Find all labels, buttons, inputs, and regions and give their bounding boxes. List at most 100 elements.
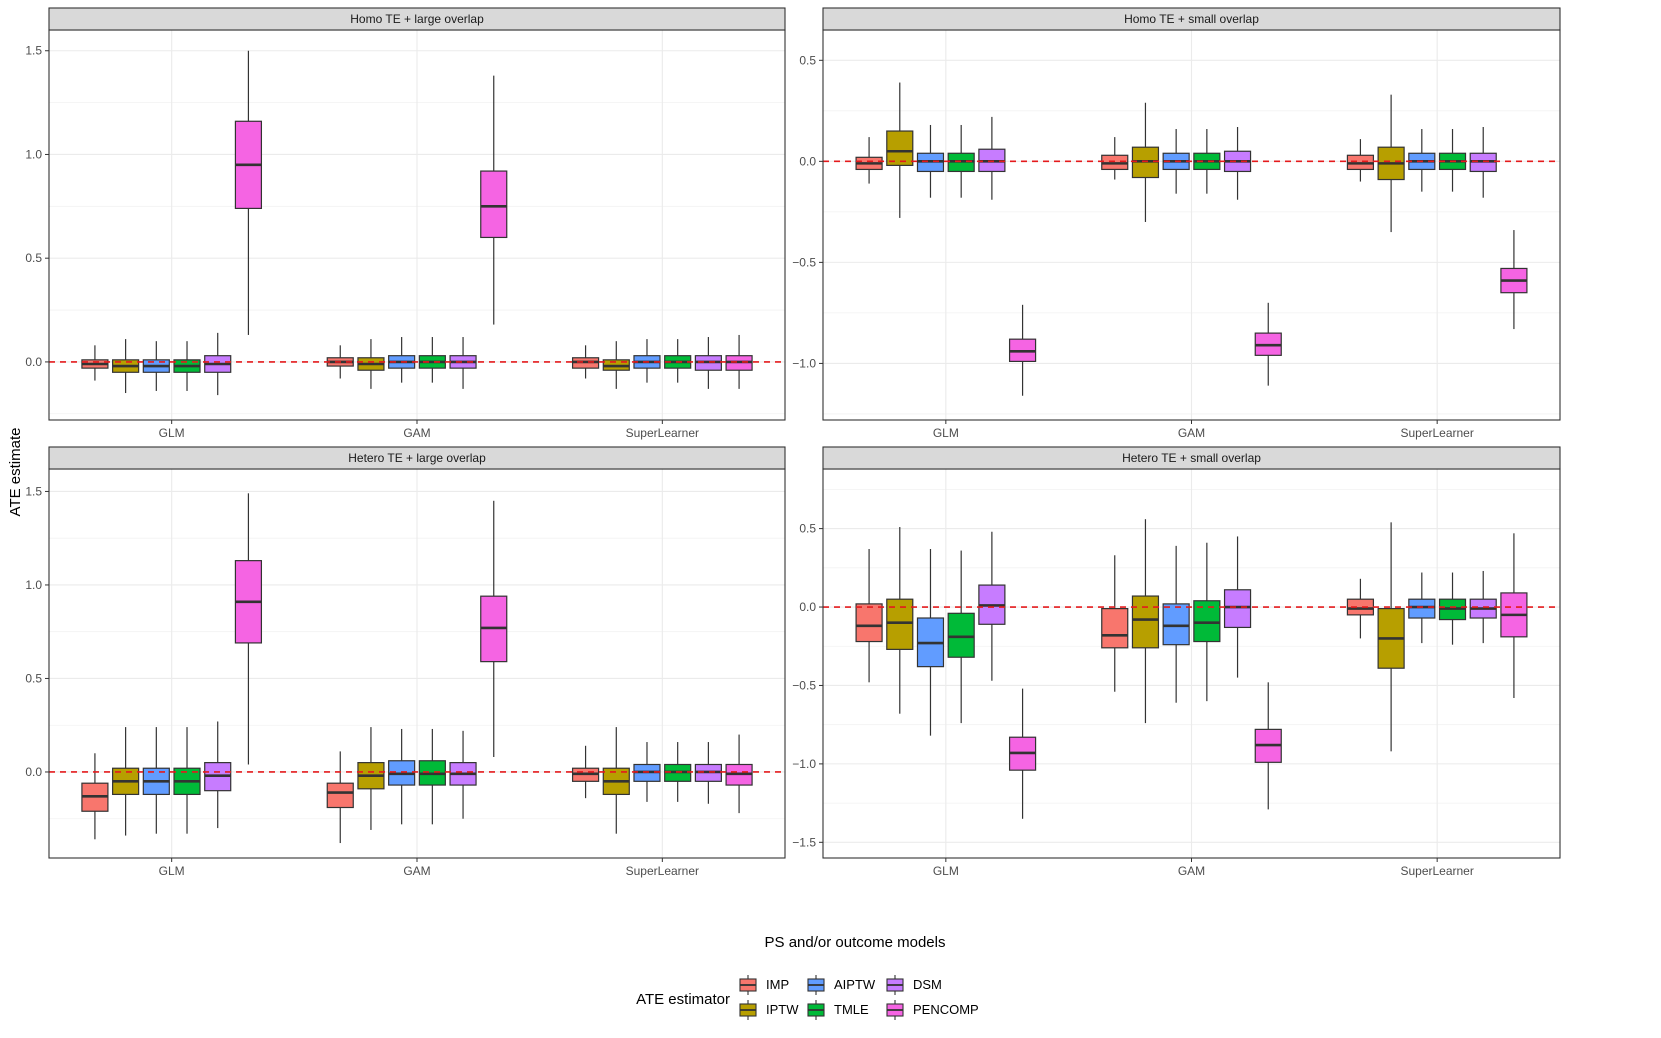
box-gam-aiptw bbox=[388, 728, 416, 825]
box-superlearner-dsm bbox=[1469, 570, 1497, 644]
box-body bbox=[1408, 598, 1436, 619]
box-body bbox=[886, 598, 914, 650]
box-body bbox=[1131, 595, 1160, 649]
strip-background bbox=[822, 7, 1561, 31]
y-tick-label: 1.0 bbox=[25, 578, 42, 592]
box-gam-aiptw bbox=[1162, 545, 1190, 703]
legend: ATE estimator IMP IPTW AIPTW TMLE DSM PENCOMP bbox=[636, 975, 979, 1020]
box-gam-imp bbox=[1101, 137, 1129, 180]
y-tick-label: −0.5 bbox=[792, 678, 816, 692]
panel-hetero-te-small-overlap: −1.5 −1.0 −0.5 0.0 0.5 GLM GAM SuperLearner Hete… bbox=[792, 446, 1561, 878]
box-glm-imp bbox=[81, 345, 109, 381]
box-glm-pencomp bbox=[234, 493, 263, 765]
y-tick-label: 0.0 bbox=[25, 765, 42, 779]
box-glm-aiptw bbox=[916, 124, 945, 198]
box-superlearner-imp bbox=[571, 345, 600, 379]
strip-title: Hetero TE + small overlap bbox=[1122, 451, 1261, 465]
box-gam-tmle bbox=[418, 728, 446, 825]
box-glm-pencomp bbox=[1008, 304, 1037, 396]
box-gam-pencomp bbox=[1254, 682, 1282, 810]
box-gam-iptw bbox=[357, 727, 385, 830]
y-tick-label: 0.0 bbox=[799, 154, 816, 168]
x-tick-label-glm: GLM bbox=[159, 426, 185, 440]
legend-keys: IMP IPTW AIPTW TMLE DSM PENCOMP bbox=[739, 975, 979, 1020]
box-superlearner-pencomp bbox=[725, 734, 753, 814]
box-glm-iptw bbox=[886, 527, 914, 714]
legend-label-imp: IMP bbox=[766, 977, 789, 992]
box-superlearner-iptw bbox=[1377, 522, 1405, 752]
legend-label-tmle: TMLE bbox=[834, 1002, 869, 1017]
y-tick-label: −1.0 bbox=[792, 356, 816, 370]
box-glm-pencomp bbox=[234, 50, 263, 335]
panel-hetero-te-large-overlap: 0.0 0.5 1.0 1.5 GLM GAM SuperLearner Hetero TE … bbox=[25, 446, 786, 878]
y-tick-label: 1.5 bbox=[25, 44, 42, 58]
box-superlearner-pencomp bbox=[1500, 533, 1528, 699]
legend-key-aiptw: AIPTW bbox=[807, 975, 876, 995]
box-body bbox=[1162, 603, 1190, 646]
strip-title: Hetero TE + large overlap bbox=[348, 451, 486, 465]
box-gam-iptw bbox=[1131, 519, 1160, 724]
y-tick-label: 1.5 bbox=[25, 484, 42, 498]
panels-layer: 0.0 0.5 1.0 1.5 GLM GAM SuperLearner Homo TE + … bbox=[25, 7, 1561, 878]
box-glm-tmle bbox=[173, 341, 201, 391]
box-gam-dsm bbox=[449, 730, 477, 819]
box-superlearner-iptw bbox=[1377, 94, 1405, 233]
box-body bbox=[326, 782, 354, 809]
box-glm-imp bbox=[855, 137, 883, 184]
x-axis-title: PS and/or outcome models bbox=[765, 934, 946, 951]
strip-background bbox=[822, 446, 1561, 470]
y-tick-label: −1.5 bbox=[792, 835, 816, 849]
y-tick-label: 0.5 bbox=[25, 251, 42, 265]
box-gam-iptw bbox=[357, 339, 385, 389]
box-body bbox=[855, 603, 883, 643]
x-tick-label-superlearner: SuperLearner bbox=[626, 864, 699, 878]
legend-key-tmle: TMLE bbox=[807, 1000, 869, 1020]
box-superlearner-tmle bbox=[1438, 572, 1467, 645]
x-tick-label-gam: GAM bbox=[403, 864, 430, 878]
box-superlearner-imp bbox=[1346, 578, 1375, 639]
box-glm-pencomp bbox=[1008, 688, 1037, 819]
legend-label-pencomp: PENCOMP bbox=[913, 1002, 979, 1017]
box-gam-pencomp bbox=[1254, 302, 1282, 386]
box-superlearner-pencomp bbox=[725, 334, 753, 389]
box-gam-pencomp bbox=[480, 500, 508, 758]
box-superlearner-imp bbox=[1346, 139, 1375, 182]
box-glm-dsm bbox=[204, 332, 232, 396]
y-tick-label: 0.5 bbox=[25, 671, 42, 685]
box-gam-imp bbox=[1101, 555, 1129, 692]
strip-title: Homo TE + large overlap bbox=[350, 12, 484, 26]
x-tick-label-superlearner: SuperLearner bbox=[626, 426, 699, 440]
box-glm-imp bbox=[855, 548, 883, 683]
y-tick-label: −0.5 bbox=[792, 255, 816, 269]
box-superlearner-pencomp bbox=[1500, 230, 1528, 330]
box-superlearner-aiptw bbox=[633, 742, 661, 802]
box-glm-tmle bbox=[947, 550, 975, 724]
box-glm-aiptw bbox=[916, 548, 945, 736]
legend-key-iptw: IPTW bbox=[739, 1000, 799, 1020]
y-tick-label: 1.0 bbox=[25, 147, 42, 161]
box-glm-iptw bbox=[886, 82, 914, 218]
box-body bbox=[947, 612, 975, 658]
y-tick-label: 0.0 bbox=[25, 355, 42, 369]
box-body bbox=[1101, 608, 1129, 649]
legend-key-pencomp: PENCOMP bbox=[886, 1000, 979, 1020]
box-gam-imp bbox=[326, 751, 354, 844]
legend-key-imp: IMP bbox=[739, 975, 789, 995]
x-tick-label-superlearner: SuperLearner bbox=[1400, 864, 1473, 878]
x-tick-label-gam: GAM bbox=[403, 426, 430, 440]
y-tick-label: 0.5 bbox=[799, 522, 816, 536]
box-glm-iptw bbox=[112, 339, 140, 394]
box-glm-aiptw bbox=[142, 341, 170, 391]
box-glm-dsm bbox=[204, 721, 232, 829]
strip-title: Homo TE + small overlap bbox=[1124, 12, 1259, 26]
legend-title: ATE estimator bbox=[636, 991, 730, 1008]
box-gam-dsm bbox=[1223, 536, 1252, 678]
box-glm-imp bbox=[81, 753, 109, 840]
x-tick-label-glm: GLM bbox=[933, 864, 959, 878]
legend-label-iptw: IPTW bbox=[766, 1002, 799, 1017]
box-superlearner-iptw bbox=[602, 341, 630, 389]
x-tick-label-glm: GLM bbox=[933, 426, 959, 440]
box-superlearner-dsm bbox=[694, 742, 722, 804]
box-gam-pencomp bbox=[480, 75, 508, 325]
